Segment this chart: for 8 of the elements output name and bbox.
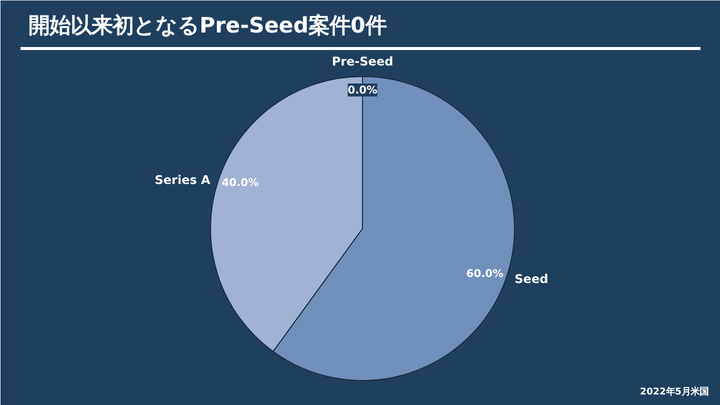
slice-label: Seed: [514, 272, 548, 286]
chart-title: 開始以来初となるPre-Seed案件0件: [28, 14, 386, 38]
data-label: 40.0%: [222, 176, 260, 189]
data-label: 60.0%: [466, 267, 504, 280]
slice-label: Series A: [154, 173, 212, 188]
category-label: Pre-Seed: [332, 54, 394, 68]
text: 0.0%: [348, 84, 378, 96]
text: 2022年5月米国: [640, 386, 708, 398]
